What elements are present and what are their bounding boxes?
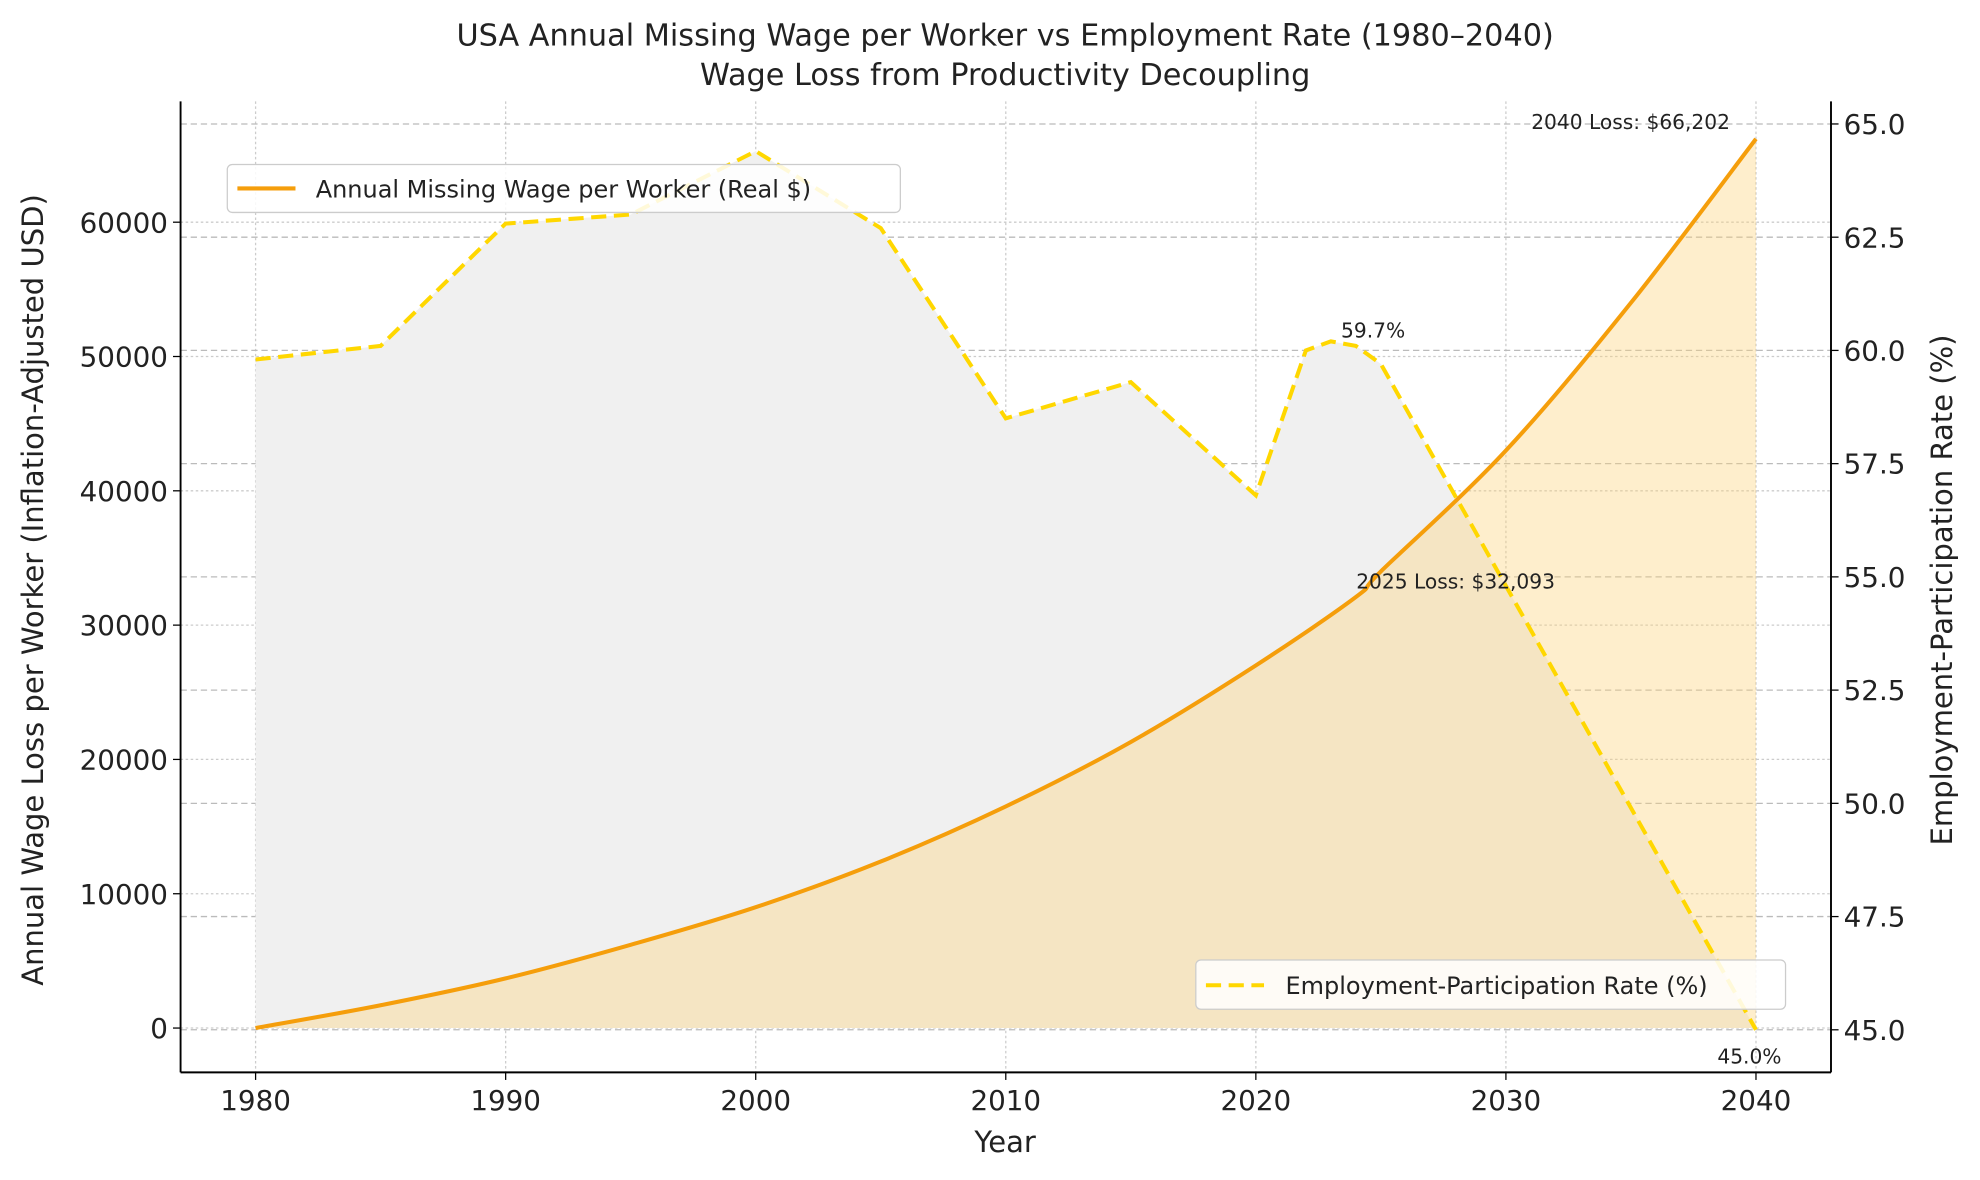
employment-area-fill: [255, 151, 1756, 1030]
area-fills: [255, 138, 1756, 1030]
y2-axis-label: Employment-Participation Rate (%): [1925, 335, 1959, 846]
chart-title: USA Annual Missing Wage per Worker vs Em…: [456, 19, 1553, 54]
x-tick-label: 2040: [1721, 1084, 1792, 1117]
chart-subtitle: Wage Loss from Productivity Decoupling: [700, 58, 1310, 93]
axes: 1980 1990 2000 2010 2020 2030 2040 0 10000 20000 3…: [80, 101, 1906, 1117]
wage-area-fill: [255, 138, 1756, 1029]
y-tick-label: 0: [150, 1012, 168, 1045]
y-tick-label: 60000: [80, 206, 168, 239]
legend-box-employment: [1195, 959, 1787, 1010]
series-lines: [255, 137, 1758, 1031]
x-tick-label: 2010: [970, 1084, 1041, 1117]
legends: Annual Missing Wage per Worker (Real $) E…: [226, 163, 1787, 1010]
y2-tick-label: 50.0: [1844, 787, 1906, 820]
x-tick-label: 2020: [1221, 1084, 1292, 1117]
y2-tick-label: 47.5: [1844, 901, 1906, 934]
x-tick-label: 1990: [470, 1084, 541, 1117]
legend-label-employment: Employment-Participation Rate (%): [1285, 972, 1707, 1000]
annotation-2025-loss: 2025 Loss: $32,093: [1356, 570, 1555, 594]
y-axis-label: Annual Wage Loss per Worker (Inflation-A…: [16, 194, 50, 986]
y-tick-label: 40000: [80, 475, 168, 508]
y2-tick-label: 52.5: [1844, 674, 1906, 707]
annotation-2040-rate: 45.0%: [1717, 1045, 1781, 1069]
y2-tick-label: 60.0: [1844, 335, 1906, 368]
x-tick-label: 2030: [1471, 1084, 1542, 1117]
y-tick-label: 30000: [80, 609, 168, 642]
x-tick-label: 1980: [220, 1084, 291, 1117]
y2-tick-label: 62.5: [1844, 221, 1906, 254]
x-axis-label: Year: [973, 1125, 1036, 1159]
x-tick-label: 2000: [720, 1084, 791, 1117]
y-tick-label: 50000: [80, 341, 168, 374]
annotation-peak-rate: 59.7%: [1341, 318, 1405, 342]
y2-tick-label: 65.0: [1844, 108, 1906, 141]
y-tick-label: 20000: [80, 744, 168, 777]
annotation-2040-loss: 2040 Loss: $66,202: [1531, 110, 1730, 134]
y2-tick-label: 57.5: [1844, 448, 1906, 481]
legend-box-wage: [226, 163, 901, 214]
y-tick-label: 10000: [80, 878, 168, 911]
legend-label-wage: Annual Missing Wage per Worker (Real $): [316, 175, 811, 203]
y2-tick-label: 55.0: [1844, 561, 1906, 594]
employment-rate-line: [255, 148, 1758, 1031]
wage-loss-line: [255, 137, 1758, 1031]
annotations: 2040 Loss: $66,202 2025 Loss: $32,093 59.7…: [1341, 110, 1781, 1068]
y2-tick-label: 45.0: [1844, 1014, 1906, 1047]
